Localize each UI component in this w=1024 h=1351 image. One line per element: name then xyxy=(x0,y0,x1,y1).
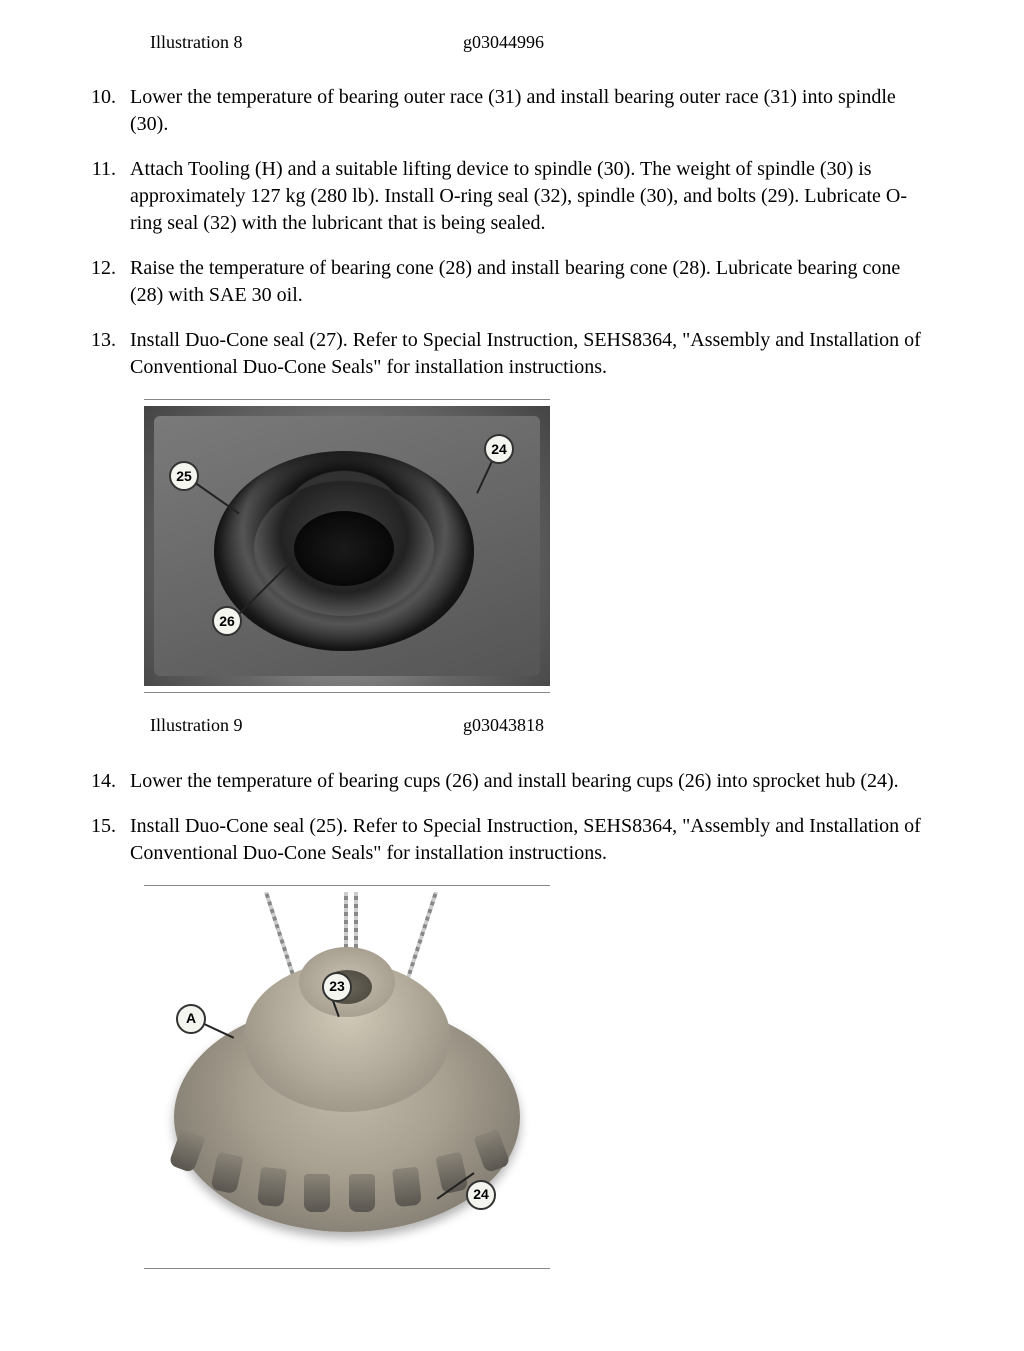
step-number: 15. xyxy=(90,813,130,867)
step-number: 12. xyxy=(90,255,130,309)
callout-A: A xyxy=(176,1004,206,1034)
callout-label: 25 xyxy=(176,467,192,486)
step-number: 10. xyxy=(90,84,130,138)
step-text: Install Duo-Cone seal (25). Refer to Spe… xyxy=(130,813,934,867)
illustration-9-label: Illustration 9 xyxy=(150,713,243,737)
figure-rule xyxy=(144,692,550,693)
step-number: 11. xyxy=(90,156,130,237)
callout-23: 23 xyxy=(322,972,352,1002)
step-12: 12. Raise the temperature of bearing con… xyxy=(90,255,934,309)
step-13: 13. Install Duo-Cone seal (27). Refer to… xyxy=(90,327,934,381)
illustration-10-block: A 23 24 xyxy=(144,885,934,1269)
illustration-8-code: g03044996 xyxy=(463,30,544,54)
step-11: 11. Attach Tooling (H) and a suitable li… xyxy=(90,156,934,237)
figure-rule xyxy=(144,399,550,400)
step-14: 14. Lower the temperature of bearing cup… xyxy=(90,768,934,795)
steps-list-2: 14. Lower the temperature of bearing cup… xyxy=(90,768,934,867)
callout-label: 24 xyxy=(473,1185,489,1204)
figure-rule xyxy=(144,885,550,886)
step-15: 15. Install Duo-Cone seal (25). Refer to… xyxy=(90,813,934,867)
callout-label: 23 xyxy=(329,977,345,996)
step-number: 14. xyxy=(90,768,130,795)
step-text: Lower the temperature of bearing outer r… xyxy=(130,84,934,138)
steps-list: 10. Lower the temperature of bearing out… xyxy=(90,84,934,381)
step-text: Install Duo-Cone seal (27). Refer to Spe… xyxy=(130,327,934,381)
figure-rule xyxy=(144,1268,550,1269)
callout-24b: 24 xyxy=(466,1180,496,1210)
illustration-9-code: g03043818 xyxy=(463,713,544,737)
step-text: Raise the temperature of bearing cone (2… xyxy=(130,255,934,309)
step-number: 13. xyxy=(90,327,130,381)
illustration-9-caption: Illustration 9 g03043818 xyxy=(90,713,934,737)
callout-label: 26 xyxy=(219,612,235,631)
illustration-10-image: A 23 24 xyxy=(144,892,550,1262)
illustration-8-caption: Illustration 8 g03044996 xyxy=(90,30,934,54)
step-text: Attach Tooling (H) and a suitable liftin… xyxy=(130,156,934,237)
callout-label: A xyxy=(186,1009,196,1028)
step-text: Lower the temperature of bearing cups (2… xyxy=(130,768,934,795)
illustration-9-image: 24 25 26 xyxy=(144,406,550,686)
step-10: 10. Lower the temperature of bearing out… xyxy=(90,84,934,138)
callout-label: 24 xyxy=(491,440,507,459)
illustration-9-block: 24 25 26 xyxy=(144,399,934,693)
illustration-8-label: Illustration 8 xyxy=(150,30,243,54)
